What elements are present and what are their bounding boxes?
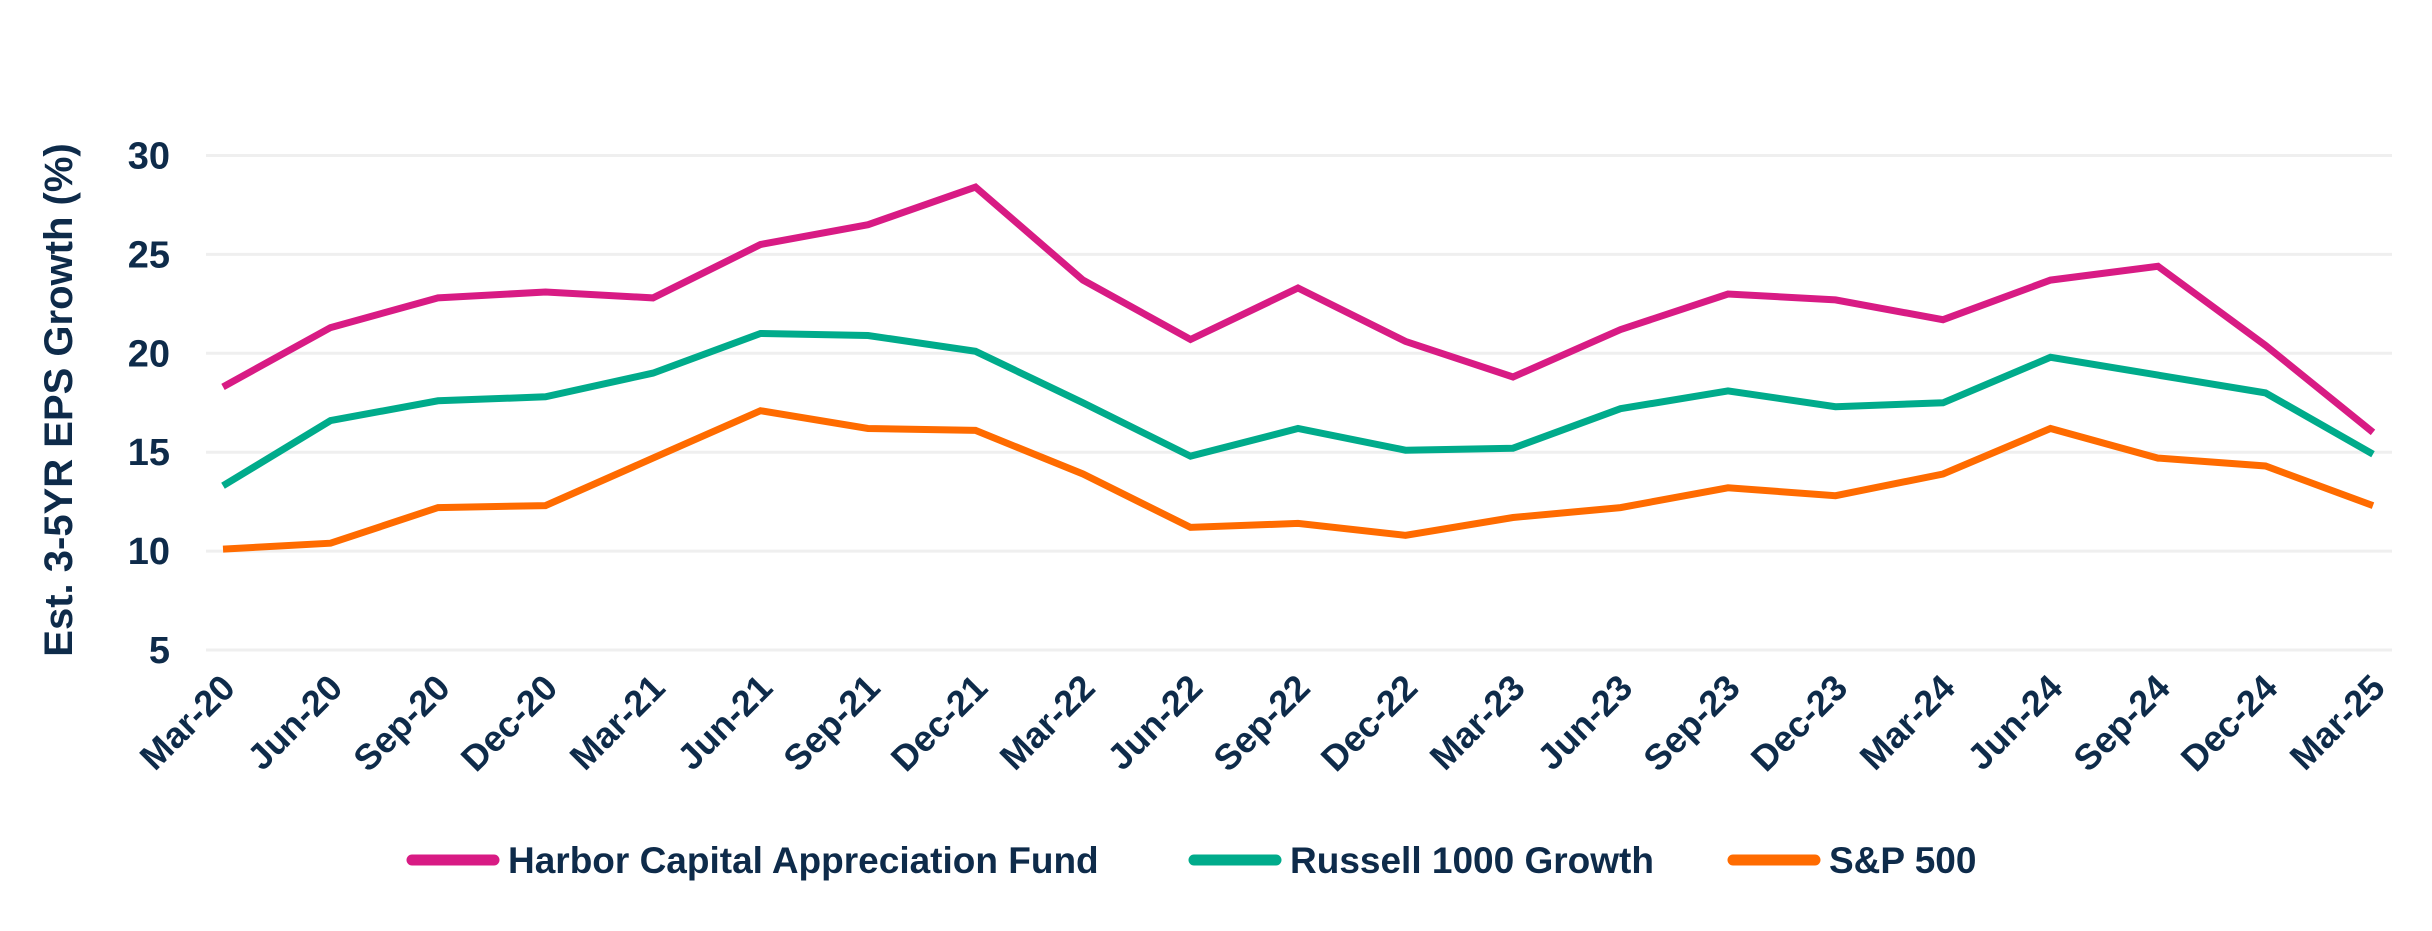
y-tick-label: 15: [128, 432, 170, 474]
x-tick-label: Jun-23: [1529, 667, 1640, 778]
y-axis-ticks: 5 10 15 20 25 30: [128, 136, 170, 673]
legend: Harbor Capital Appreciation Fund Russell …: [406, 840, 1976, 881]
x-tick-label: Sep-21: [775, 667, 887, 779]
x-tick-label: Dec-22: [1313, 667, 1425, 779]
x-tick-label: Dec-20: [453, 667, 565, 779]
y-tick-label: 30: [128, 136, 170, 178]
x-tick-label: Dec-21: [883, 667, 995, 779]
x-tick-label: Mar-20: [132, 667, 243, 778]
legend-label: Harbor Capital Appreciation Fund: [508, 840, 1099, 881]
x-tick-label: Sep-24: [2065, 667, 2177, 779]
x-tick-label: Mar-21: [562, 667, 673, 778]
x-tick-label: Jun-24: [1959, 667, 2070, 778]
y-tick-label: 20: [128, 333, 170, 375]
legend-label: S&P 500: [1829, 840, 1976, 881]
series-line: [221, 183, 2376, 436]
x-tick-label: Jun-22: [1099, 667, 1210, 778]
x-tick-label: Jun-21: [669, 667, 780, 778]
x-tick-label: Mar-22: [992, 667, 1103, 778]
x-tick-label: Mar-24: [1852, 667, 1963, 778]
y-tick-label: 25: [128, 234, 170, 276]
y-tick-label: 5: [149, 630, 170, 672]
series-lines: [221, 183, 2376, 553]
x-tick-label: Sep-20: [345, 667, 457, 779]
x-tick-label: Mar-25: [2282, 667, 2393, 778]
x-tick-label: Sep-23: [1635, 667, 1747, 779]
x-tick-label: Dec-23: [1743, 667, 1855, 779]
legend-label: Russell 1000 Growth: [1290, 840, 1654, 881]
x-tick-label: Dec-24: [2173, 667, 2285, 779]
y-axis-label: Est. 3-5YR EPS Growth (%): [37, 143, 81, 656]
gridlines: [206, 154, 2392, 652]
x-tick-label: Mar-23: [1422, 667, 1533, 778]
series-line: [221, 329, 2375, 489]
x-tick-label: Jun-20: [239, 667, 350, 778]
y-tick-label: 10: [128, 531, 170, 573]
x-axis-ticks: Mar-20Jun-20Sep-20Dec-20Mar-21Jun-21Sep-…: [132, 667, 2393, 779]
x-tick-label: Sep-22: [1205, 667, 1317, 779]
